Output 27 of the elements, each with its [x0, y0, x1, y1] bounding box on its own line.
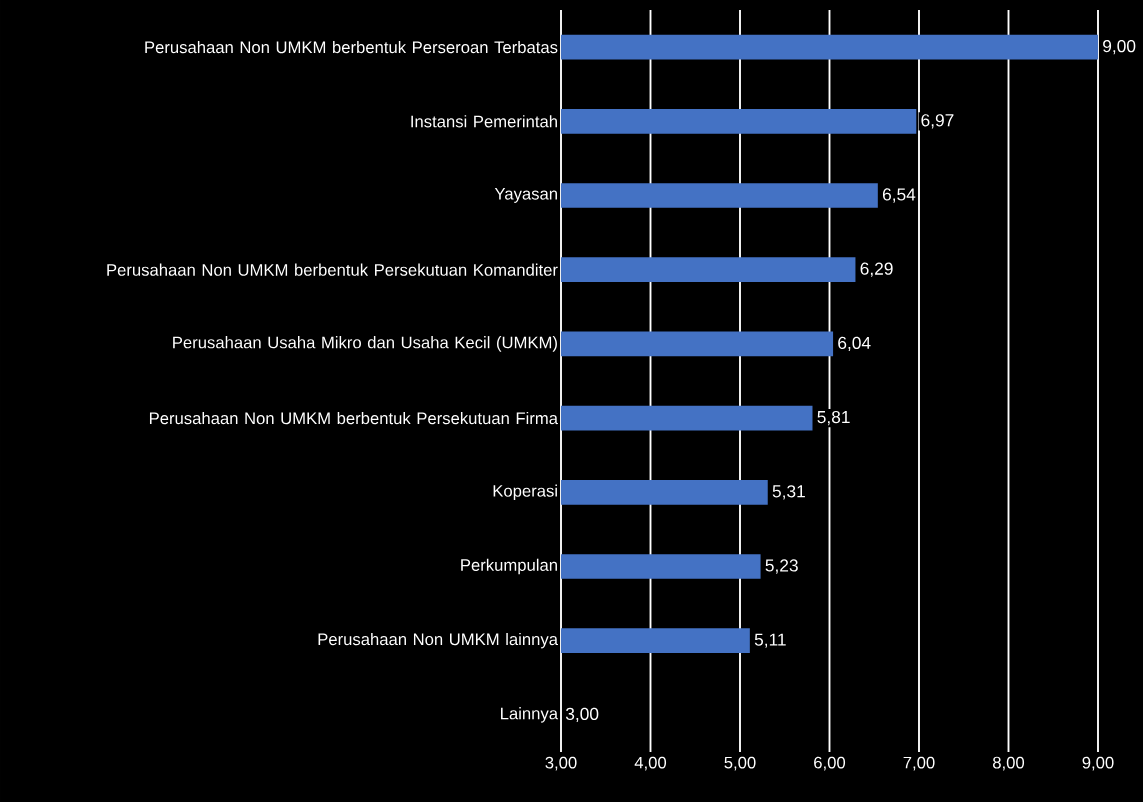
data-label: 6,04 — [838, 336, 871, 352]
data-label: 3,00 — [565, 707, 599, 723]
data-label: 6,54 — [882, 188, 916, 203]
y-tick-label: Lainnya — [501, 707, 559, 723]
x-tick-label: 4,00 — [634, 756, 667, 771]
x-tick-label: 8,00 — [993, 756, 1025, 771]
x-tick-label: 3,00 — [545, 756, 577, 771]
x-tick-label: 7,00 — [903, 756, 935, 771]
y-tick-label: Perusahaan Non UMKM lainnya — [318, 632, 558, 649]
data-label: 5,11 — [754, 633, 786, 648]
y-tick-label: Koperasi — [493, 484, 557, 501]
x-tick-label: 6,00 — [814, 756, 846, 771]
y-tick-label: Perusahaan Non UMKM berbentuk Perseroan Terbatas — [145, 40, 558, 54]
y-tick-label: Perusahaan Non UMKM berbentuk Persekutuan Firma — [149, 411, 558, 425]
data-label: 5,81 — [817, 410, 850, 426]
data-label: 6,97 — [921, 114, 954, 129]
x-tick-label: 5,00 — [724, 756, 756, 771]
y-tick-label: Instansi Pemerintah — [411, 115, 557, 128]
data-label: 5,23 — [765, 559, 798, 574]
data-label: 9,00 — [1103, 39, 1136, 55]
y-tick-label: Perusahaan Usaha Mikro dan Usaha Kecil (UMKM) — [173, 336, 557, 352]
data-label: 5,31 — [772, 485, 805, 500]
y-tick-label: Perusahaan Non UMKM berbentuk Persekutuan Komanditer — [107, 263, 558, 276]
data-label: 6,29 — [860, 262, 893, 277]
x-tick-label: 9,00 — [1082, 756, 1114, 771]
y-tick-label: Perkumpulan — [461, 558, 557, 575]
y-tick-label: Yayasan — [494, 188, 557, 203]
